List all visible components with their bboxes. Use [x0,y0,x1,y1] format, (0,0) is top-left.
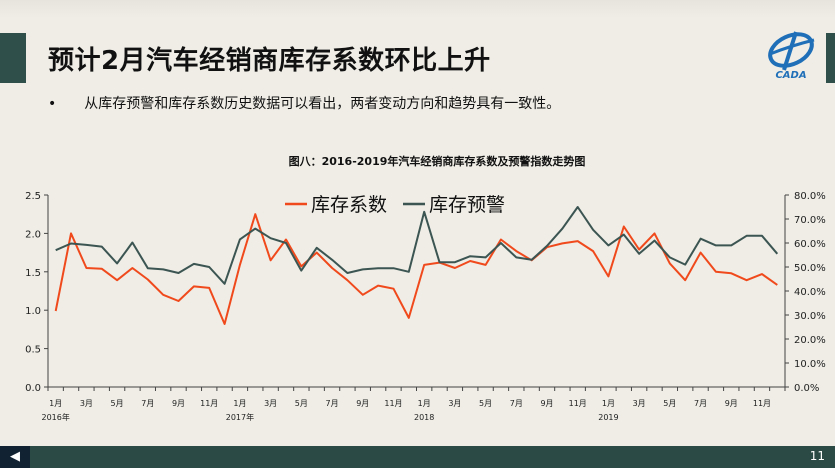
x-tick-label: 11月 [753,399,771,408]
x-year-label: 2016年 [41,412,69,422]
right-tick-label: 30.0% [794,311,826,322]
left-tick-label: 1.5 [25,268,41,279]
logo-text: CADA [775,70,806,80]
right-tick-label: 10.0% [794,359,826,370]
left-tick-label: 1.0 [25,306,41,317]
right-tick-label: 50.0% [794,263,826,274]
title-accent-right [826,33,835,83]
x-tick-label: 7月 [141,399,154,408]
bullet-text: 从库存预警和库存系数历史数据可以看出，两者变动方向和趋势具有一致性。 [84,96,561,112]
x-tick-label: 11月 [384,399,402,408]
left-tick-label: 0.5 [25,345,41,356]
left-tick-label: 0.0 [25,383,41,394]
cada-logo: CADA [760,28,822,81]
x-tick-label: 7月 [694,399,707,408]
left-tick-label: 2.5 [25,191,41,202]
right-tick-label: 60.0% [794,239,826,250]
right-tick-label: 20.0% [794,335,826,346]
x-year-label: 2019 [598,413,618,422]
series-line-inventory-warning [55,206,779,285]
x-tick-label: 9月 [540,399,553,408]
bullet-marker: • [48,96,57,112]
x-tick-label: 1月 [233,399,246,408]
x-tick-label: 3月 [264,399,277,408]
inventory-chart: 图八：2016-2019年汽车经销商库存系数及预警指数走势图 0.0 0.5 1.0… [0,140,835,440]
legend-label-inventory-coefficient: 库存系数 [311,194,387,216]
x-year-label: 2018 [414,413,434,422]
slide-title: 预计2月汽车经销商库存系数环比上升 [48,46,491,76]
previous-slide-button[interactable]: ◀ [0,446,30,468]
x-tick-label: 11月 [569,399,587,408]
legend-label-inventory-warning: 库存预警 [429,194,505,216]
x-tick-label: 1月 [602,399,615,408]
x-tick-label: 5月 [111,399,124,408]
right-tick-label: 70.0% [794,215,826,226]
title-accent-left [0,33,26,83]
x-year-label: 2017年 [226,412,254,422]
x-tick-label: 3月 [633,399,646,408]
x-tick-label: 7月 [326,399,339,408]
x-tick-label: 1月 [49,399,62,408]
page-number: 11 [809,449,825,463]
x-tick-label: 3月 [448,399,461,408]
right-tick-label: 0.0% [794,383,819,394]
top-band [0,0,835,18]
x-tick-label: 9月 [172,399,185,408]
x-tick-label: 7月 [510,399,523,408]
x-tick-label: 5月 [663,399,676,408]
left-tick-label: 2.0 [25,229,41,240]
right-tick-label: 80.0% [794,191,826,202]
chart-title: 图八：2016-2019年汽车经销商库存系数及预警指数走势图 [289,154,586,168]
right-tick-label: 40.0% [794,287,826,298]
x-tick-label: 5月 [295,399,308,408]
bottom-bar [0,446,835,468]
x-tick-label: 1月 [418,399,431,408]
x-tick-label: 9月 [725,399,738,408]
bullet-point: • 从库存预警和库存系数历史数据可以看出，两者变动方向和趋势具有一致性。 [48,93,560,113]
x-tick-label: 5月 [479,399,492,408]
x-tick-label: 11月 [200,399,218,408]
series-line-inventory-coefficient [54,213,778,325]
x-tick-label: 9月 [356,399,369,408]
chart-svg: 图八：2016-2019年汽车经销商库存系数及预警指数走势图 0.0 0.5 1.0… [25,154,826,422]
x-tick-label: 3月 [80,399,93,408]
